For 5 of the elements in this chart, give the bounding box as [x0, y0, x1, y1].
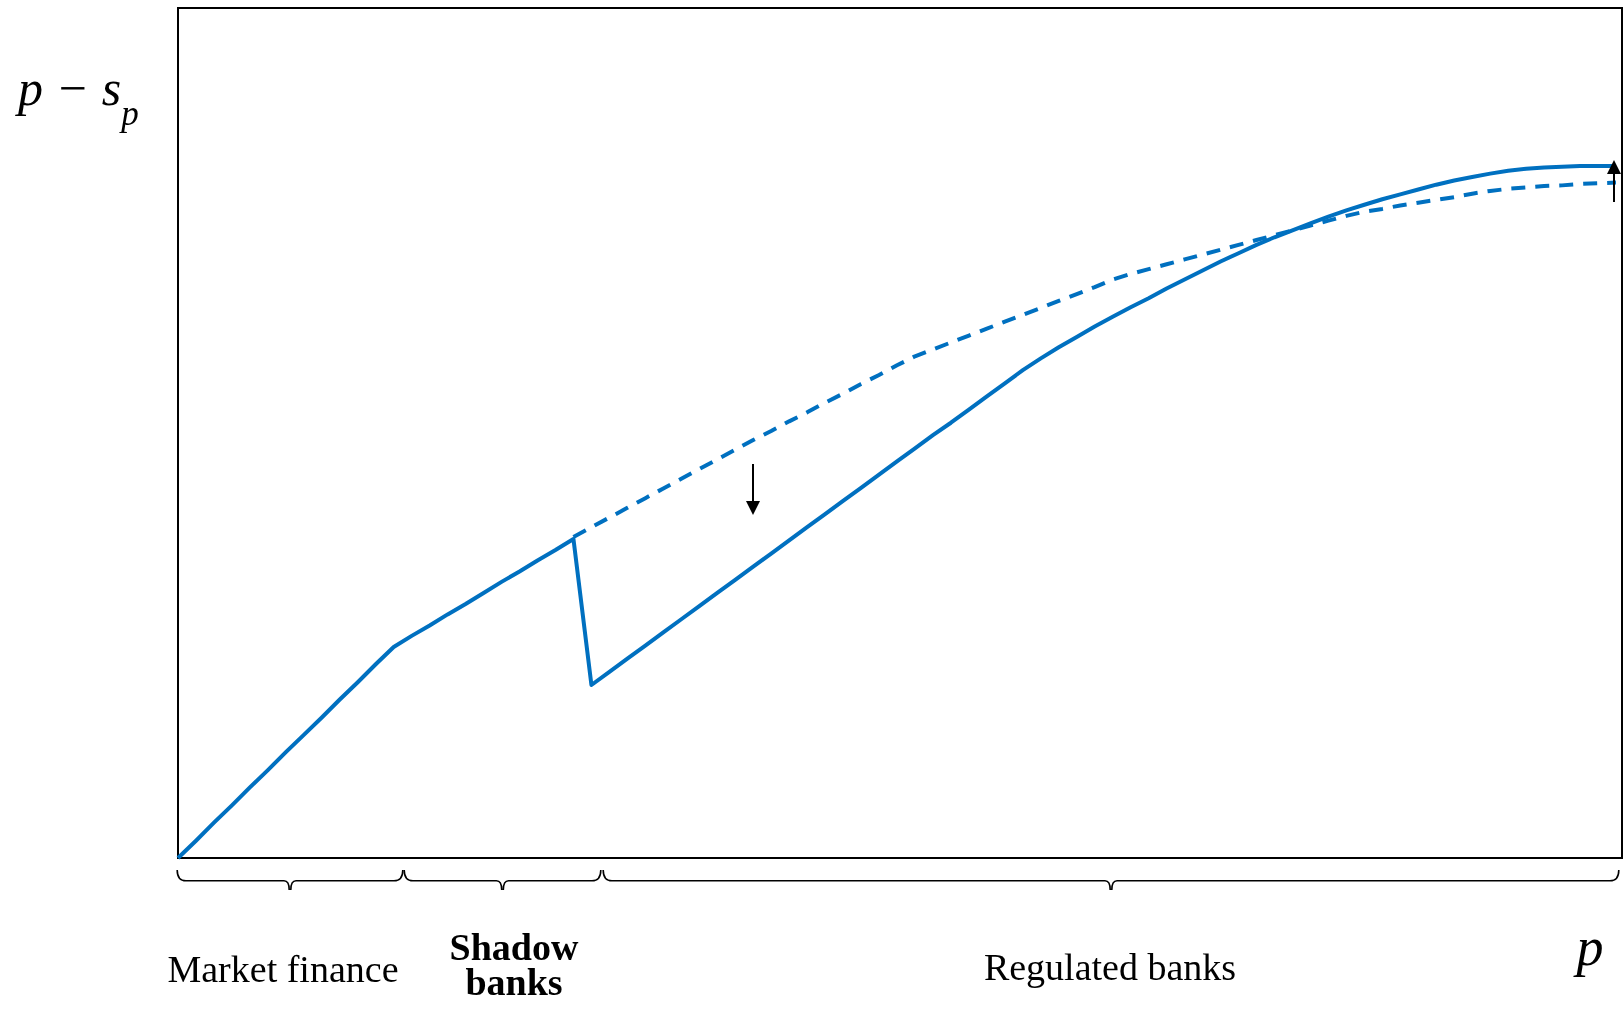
text: Shadow banks: [449, 926, 579, 1003]
y-axis-title: p − s$_{p}$: [15, 60, 139, 133]
text: Market finance: [167, 948, 399, 990]
text: Regulated banks: [983, 946, 1237, 988]
x-axis-title: p: [1572, 917, 1604, 977]
